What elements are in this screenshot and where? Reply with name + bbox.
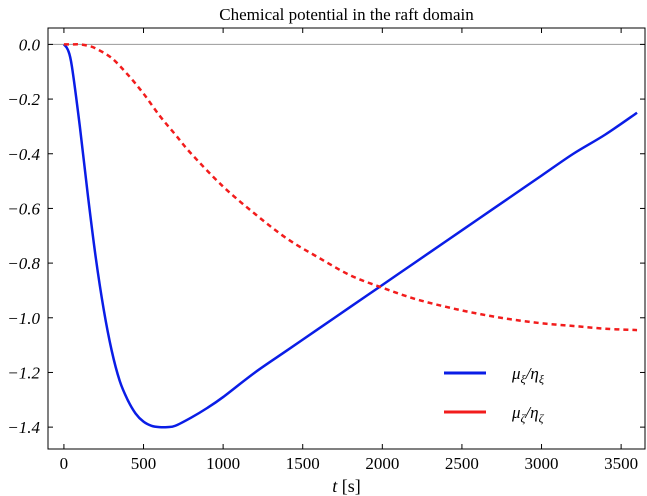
- x-tick-label: 1500: [286, 454, 320, 473]
- x-tick-label: 1000: [206, 454, 240, 473]
- y-tick-label: −1.0: [7, 309, 40, 328]
- y-tick-label: −1.4: [7, 418, 40, 437]
- y-tick-label: −0.4: [7, 145, 40, 164]
- series-layer: [62, 43, 638, 429]
- legend-label-2: μζ/ηζ: [511, 403, 545, 425]
- x-axis-label-unit: [s]: [337, 476, 361, 496]
- x-tick-label: 3500: [604, 454, 638, 473]
- x-axis-ticks: 0 500 1000 1500 2000 2500 3000 3500: [60, 28, 638, 473]
- y-axis-ticks: 0.0 −0.2 −0.4 −0.6 −0.8 −1.0 −1.2 −1.4: [7, 35, 645, 437]
- x-tick-label: 2000: [365, 454, 399, 473]
- y-tick-label: 0.0: [19, 35, 41, 54]
- x-tick-label: 3000: [525, 454, 559, 473]
- series-line-2: [63, 43, 638, 332]
- y-tick-label: −0.6: [7, 199, 40, 218]
- y-tick-label: −1.2: [7, 363, 40, 382]
- x-tick-label: 0: [60, 454, 69, 473]
- plot-area-frame: [47, 27, 646, 450]
- x-axis-label: t [s]: [332, 476, 361, 496]
- x-tick-label: 500: [131, 454, 157, 473]
- legend-subscript: ξ: [539, 372, 545, 386]
- chart-title: Chemical potential in the raft domain: [219, 5, 474, 24]
- legend-subscript: ζ: [539, 411, 545, 425]
- series-line-1: [62, 43, 638, 429]
- x-tick-label: 2500: [445, 454, 479, 473]
- legend-label-1: μξ/ηξ: [511, 364, 545, 386]
- legend-subscript: ζ: [521, 411, 527, 425]
- legend: μξ/ηξ μζ/ηζ: [444, 364, 545, 425]
- y-tick-label: −0.8: [7, 254, 40, 273]
- legend-subscript: ξ: [521, 372, 527, 386]
- x-axis-label-variable: t: [332, 476, 338, 496]
- y-tick-label: −0.2: [7, 90, 40, 109]
